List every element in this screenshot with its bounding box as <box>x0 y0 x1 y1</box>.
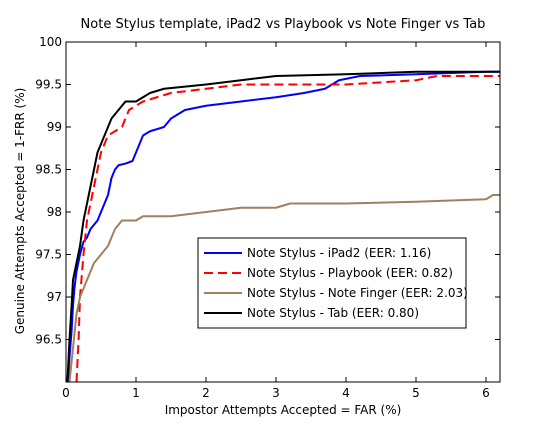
x-tick-label: 1 <box>132 386 140 400</box>
x-axis-label: Impostor Attempts Accepted = FAR (%) <box>165 403 402 417</box>
chart-title: Note Stylus template, iPad2 vs Playbook … <box>81 17 486 32</box>
legend-label-1: Note Stylus - iPad2 (EER: 1.16) <box>247 246 431 260</box>
legend-box <box>197 237 467 329</box>
series-line-4 <box>66 70 500 382</box>
x-axis: 0 1 2 3 4 5 6 <box>62 42 490 400</box>
series-layer <box>66 70 500 382</box>
legend-label-2: Note Stylus - Playbook (EER: 0.82) <box>247 266 453 280</box>
plot-area: 0 1 2 3 4 5 6 96.5 97 97.5 98 98.5 99 99.5 100 <box>35 35 501 400</box>
legend-label-4: Note Stylus - Tab (EER: 0.80) <box>247 306 419 320</box>
y-tick-label: 96.5 <box>35 333 62 347</box>
plot-background <box>66 42 500 382</box>
x-tick-label: 0 <box>62 386 70 400</box>
series-line-2 <box>75 75 500 382</box>
x-tick-label: 5 <box>412 386 420 400</box>
y-tick-label: 97.5 <box>35 248 62 262</box>
legend: Note Stylus - iPad2 (EER: 1.16) Note Styl… <box>197 237 468 329</box>
y-tick-label: 99 <box>47 120 62 134</box>
y-axis-label: Genuine Attempts Accepted = 1-FRR (%) <box>13 88 27 335</box>
y-tick-label: 99.5 <box>35 78 62 92</box>
x-tick-label: 2 <box>202 386 210 400</box>
series-line-1 <box>67 70 500 382</box>
series-line-3 <box>68 194 500 382</box>
y-tick-label: 98 <box>47 205 62 219</box>
y-tick-label: 98.5 <box>35 163 62 177</box>
y-axis: 96.5 97 97.5 98 98.5 99 99.5 100 <box>35 35 500 347</box>
legend-label-3: Note Stylus - Note Finger (EER: 2.03) <box>247 286 468 300</box>
y-tick-label: 100 <box>39 35 62 49</box>
y-tick-label: 97 <box>47 290 62 304</box>
x-tick-label: 3 <box>272 386 280 400</box>
x-tick-label: 6 <box>482 386 490 400</box>
x-tick-label: 4 <box>342 386 350 400</box>
